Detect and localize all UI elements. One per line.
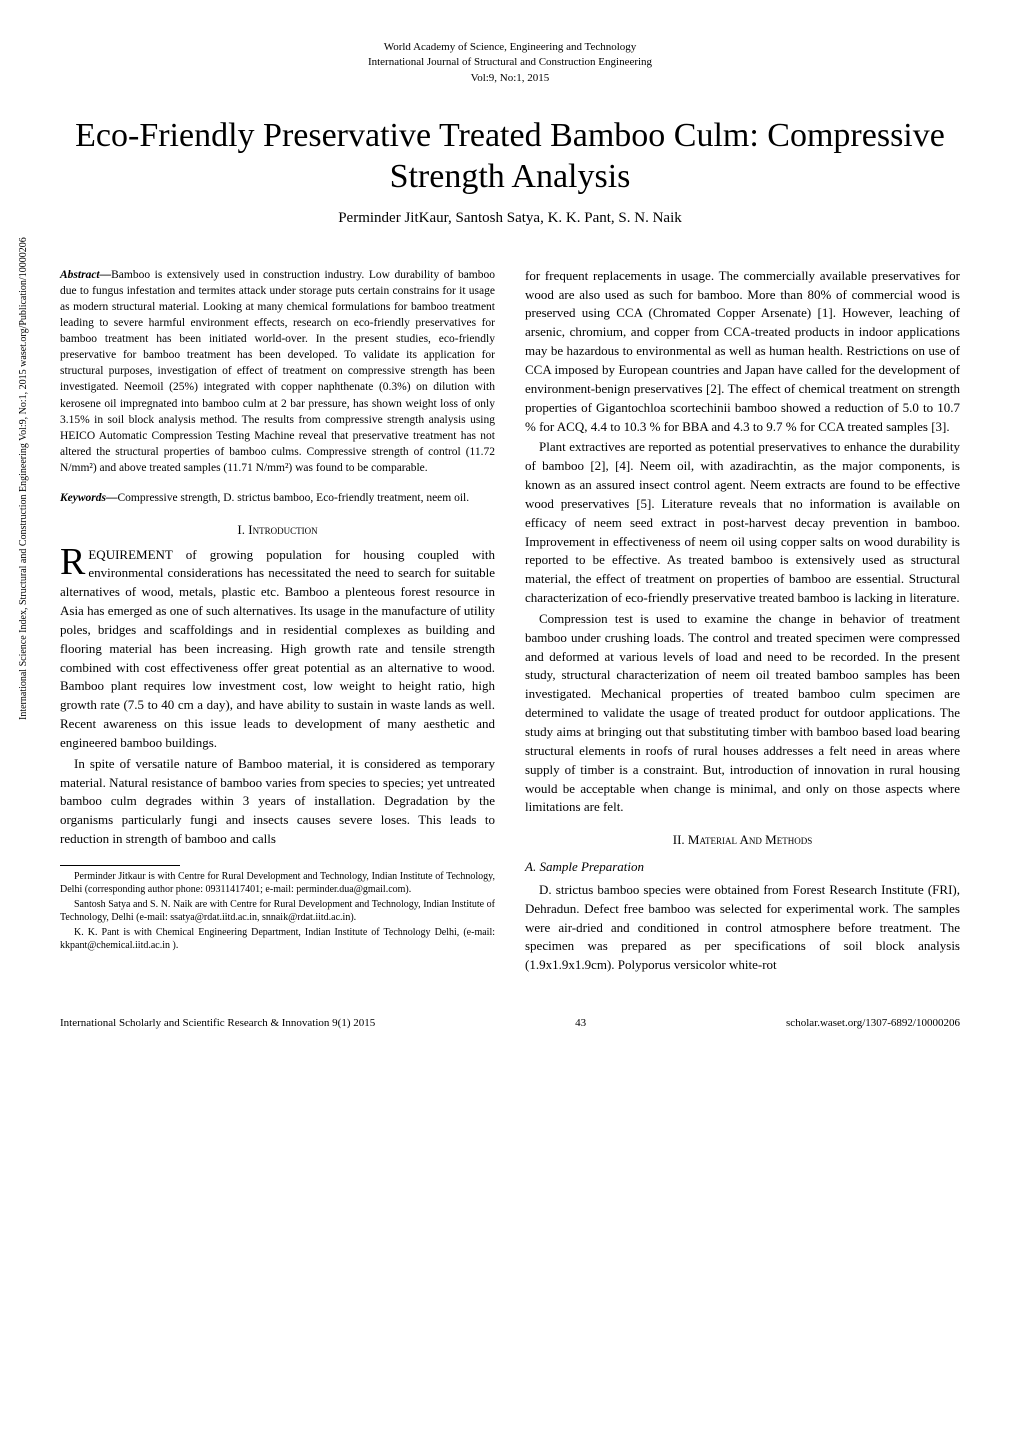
- pub-line2: International Journal of Structural and …: [60, 55, 960, 70]
- dropcap: R: [60, 546, 88, 578]
- footer-page-number: 43: [575, 1017, 586, 1029]
- subsection-sample-prep: A. Sample Preparation: [525, 858, 960, 877]
- paper-page: World Academy of Science, Engineering an…: [0, 0, 1020, 1017]
- left-column: Abstract—Bamboo is extensively used in c…: [60, 267, 495, 977]
- pub-line1: World Academy of Science, Engineering an…: [60, 40, 960, 55]
- footnote-3: K. K. Pant is with Chemical Engineering …: [60, 926, 495, 952]
- abstract-label: Abstract—: [60, 269, 111, 281]
- section-methods-heading: II. Material And Methods: [525, 831, 960, 850]
- footnotes-block: Perminder Jitkaur is with Centre for Rur…: [60, 870, 495, 952]
- page-footer: International Scholarly and Scientific R…: [0, 1017, 1020, 1049]
- keywords-label: Keywords—: [60, 492, 118, 504]
- pub-line3: Vol:9, No:1, 2015: [60, 71, 960, 86]
- footnote-2: Santosh Satya and S. N. Naik are with Ce…: [60, 898, 495, 924]
- sample-prep-paragraph: D. strictus bamboo species were obtained…: [525, 881, 960, 975]
- col2-paragraph-1: for frequent replacements in usage. The …: [525, 267, 960, 437]
- two-column-layout: Abstract—Bamboo is extensively used in c…: [60, 267, 960, 977]
- col2-paragraph-3: Compression test is used to examine the …: [525, 610, 960, 817]
- footer-left: International Scholarly and Scientific R…: [60, 1017, 375, 1029]
- col2-paragraph-2: Plant extractives are reported as potent…: [525, 438, 960, 608]
- sidebar-publication-info: International Science Index, Structural …: [18, 237, 29, 720]
- paper-title: Eco-Friendly Preservative Treated Bamboo…: [60, 116, 960, 198]
- intro-p1-text: EQUIREMENT of growing population for hou…: [60, 547, 495, 750]
- paper-authors: Perminder JitKaur, Santosh Satya, K. K. …: [60, 210, 960, 227]
- intro-paragraph-2: In spite of versatile nature of Bamboo m…: [60, 755, 495, 849]
- publication-header: World Academy of Science, Engineering an…: [60, 40, 960, 86]
- intro-paragraph-1: REQUIREMENT of growing population for ho…: [60, 546, 495, 753]
- keywords-body: Compressive strength, D. strictus bamboo…: [118, 492, 470, 504]
- abstract-body: Bamboo is extensively used in constructi…: [60, 269, 495, 474]
- right-column: for frequent replacements in usage. The …: [525, 267, 960, 977]
- section-intro-heading: I. Introduction: [60, 521, 495, 540]
- footer-right: scholar.waset.org/1307-6892/10000206: [786, 1017, 960, 1029]
- keywords-block: Keywords—Compressive strength, D. strict…: [60, 490, 495, 507]
- footnote-separator: [60, 865, 180, 866]
- abstract-block: Abstract—Bamboo is extensively used in c…: [60, 267, 495, 476]
- footnote-1: Perminder Jitkaur is with Centre for Rur…: [60, 870, 495, 896]
